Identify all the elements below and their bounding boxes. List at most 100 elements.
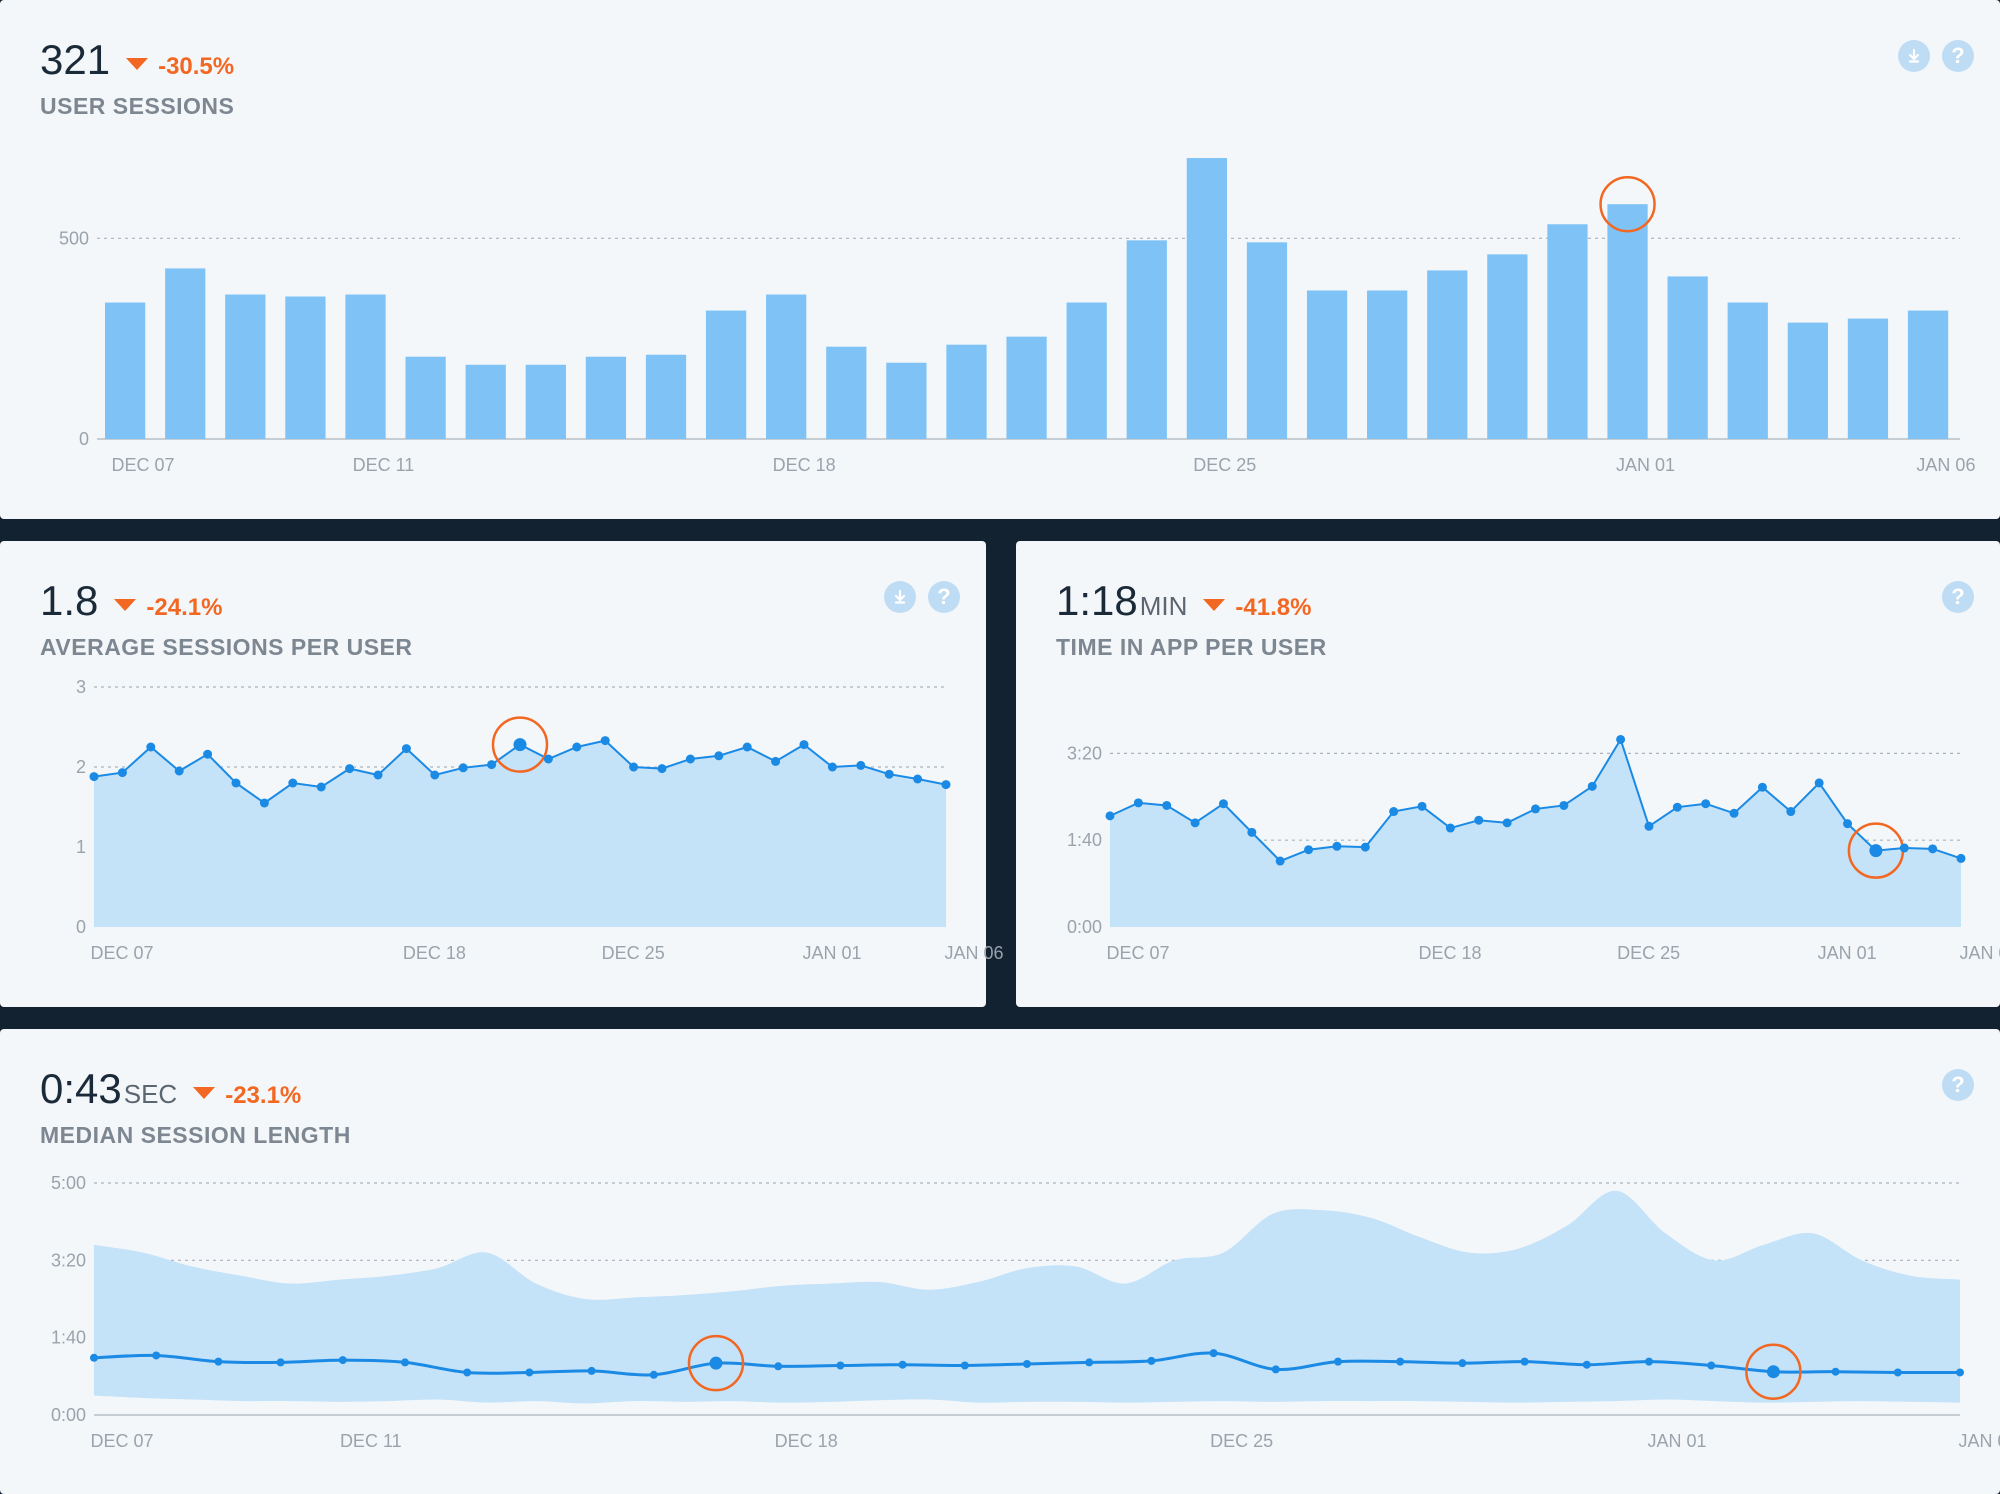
bar: [1006, 336, 1047, 439]
data-point: [214, 1357, 223, 1366]
y-tick-label: 1:40: [51, 1328, 86, 1348]
highlight-circle: [491, 716, 549, 773]
data-point: [898, 1360, 907, 1369]
data-point: [1133, 798, 1143, 808]
help-icon[interactable]: ?: [1942, 581, 1974, 613]
data-point: [1831, 1367, 1840, 1376]
down-triangle-icon: [126, 58, 149, 70]
x-tick-label: DEC 07: [112, 455, 175, 475]
data-point: [1531, 804, 1540, 814]
help-icon[interactable]: ?: [1942, 1069, 1974, 1101]
bar: [886, 362, 927, 439]
bar: [645, 354, 687, 439]
x-tick-label: JAN 06: [1959, 943, 2000, 963]
data-point: [600, 736, 610, 746]
data-point: [89, 772, 99, 782]
down-triangle-icon: [1203, 599, 1226, 611]
x-tick-label: DEC 07: [90, 1431, 153, 1451]
y-tick-label: 5:00: [51, 1173, 86, 1193]
median-session-metric: 0:43 SEC -23.1%: [40, 1065, 301, 1113]
x-tick-label: DEC 07: [1106, 943, 1169, 963]
avg-sessions-panel: 1.8 -24.1% AVERAGE SESSIONS PER USER ? 0…: [0, 541, 1004, 1007]
x-tick-label: DEC 25: [1617, 943, 1680, 963]
y-tick-label: 1: [76, 837, 86, 857]
median-session-value: 0:43: [40, 1065, 122, 1112]
bar: [105, 302, 146, 439]
data-point: [463, 1368, 472, 1377]
bar: [946, 344, 987, 439]
data-point: [1786, 807, 1796, 817]
data-point: [543, 754, 553, 764]
data-point: [1707, 1361, 1716, 1370]
data-point: [401, 1358, 409, 1367]
data-point: [1843, 819, 1853, 829]
data-point: [836, 1361, 845, 1370]
data-point: [1644, 821, 1654, 831]
data-point: [1458, 1359, 1467, 1368]
data-point: [1899, 843, 1909, 853]
data-point: [709, 1356, 723, 1370]
data-point: [1582, 1360, 1591, 1369]
y-tick-label: 1:40: [1067, 830, 1102, 850]
bar: [705, 310, 747, 439]
median-session-panel: 0:43 SEC -23.1% MEDIAN SESSION LENGTH ? …: [0, 1029, 2000, 1494]
x-tick-label: JAN 06: [1916, 455, 1975, 475]
y-tick-label: 0:00: [1067, 917, 1102, 937]
bar: [1126, 240, 1167, 439]
data-point: [1445, 823, 1455, 833]
bar: [525, 364, 566, 439]
highlight-circle: [1599, 175, 1656, 233]
time-in-app-value: 1:18: [1056, 577, 1138, 624]
bar: [1306, 290, 1348, 439]
data-point: [1729, 808, 1739, 818]
help-icon[interactable]: ?: [1942, 40, 1974, 72]
bar: [1186, 158, 1228, 439]
data-point: [117, 768, 127, 778]
data-point: [1559, 800, 1569, 810]
data-point: [572, 742, 582, 752]
data-point: [1162, 800, 1172, 810]
x-tick-label: DEC 18: [775, 1431, 838, 1451]
data-point: [1218, 799, 1228, 809]
data-point: [345, 764, 355, 774]
data-point: [1814, 778, 1824, 788]
data-point: [1304, 845, 1314, 855]
y-tick-label: 0: [79, 429, 89, 449]
bar: [465, 364, 506, 439]
data-point: [941, 780, 951, 790]
data-point: [1701, 799, 1711, 809]
user-sessions-panel: 321 -30.5% USER SESSIONS ? 0 500 DEC 07 DEC…: [0, 0, 2000, 519]
bar: [1066, 302, 1107, 439]
data-point: [1105, 811, 1115, 821]
bar: [1427, 270, 1468, 439]
x-tick-label: DEC 18: [773, 455, 836, 475]
data-point: [487, 760, 497, 770]
x-tick-label: DEC 11: [353, 455, 415, 475]
y-tick-label: 0:00: [51, 1405, 86, 1425]
bar: [165, 268, 206, 439]
data-point: [1190, 818, 1200, 828]
data-point: [1332, 841, 1342, 851]
data-point: [827, 762, 837, 772]
data-point: [1520, 1357, 1529, 1366]
data-point: [1616, 734, 1626, 744]
time-in-app-panel: 1:18 MIN -41.8% TIME IN APP PER USER ? 0…: [1016, 541, 2000, 1007]
avg-sessions-delta: -24.1%: [114, 594, 222, 622]
data-point: [1396, 1357, 1405, 1366]
data-point: [174, 766, 184, 776]
median-session-delta-text: -23.1%: [225, 1082, 302, 1109]
median-session-chart: 0:00 1:40 3:20 5:00 DEC 07 DEC 11 DEC 18 DEC 25…: [51, 1173, 2000, 1451]
data-point: [657, 764, 667, 774]
bar: [1667, 276, 1708, 439]
help-icon[interactable]: ?: [928, 581, 960, 613]
data-point: [1956, 1368, 1964, 1377]
avg-sessions-chart: 0 1 2 3 DEC 07 DEC 18 DEC 25 JAN 01 JAN 06: [76, 677, 1004, 963]
data-point: [1147, 1356, 1156, 1365]
median-session-unit: SEC: [123, 1079, 178, 1109]
data-point: [913, 774, 923, 784]
data-point: [1417, 801, 1427, 811]
x-tick-label: DEC 18: [403, 943, 466, 963]
download-icon[interactable]: [884, 581, 916, 613]
download-icon[interactable]: [1898, 40, 1930, 72]
bar: [225, 294, 266, 439]
